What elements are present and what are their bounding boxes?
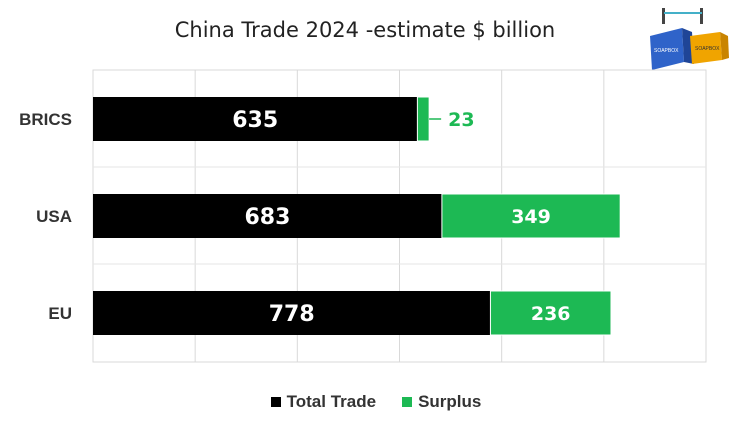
legend-swatch-total-trade <box>270 397 281 407</box>
legend-item-surplus: Surplus <box>402 392 481 412</box>
data-label-surplus-brics: 23 <box>448 109 474 131</box>
logo-crane-mast-right <box>700 8 703 24</box>
data-label-total-trade-eu: 778 <box>269 302 315 327</box>
logo-crane-mast-left <box>662 8 665 24</box>
logo-text-left: SOAPBOX <box>654 48 679 54</box>
bar-surplus-usa <box>441 193 621 239</box>
logo-text-right: SOAPBOX <box>695 46 720 52</box>
logo-container-orange <box>690 32 722 64</box>
data-label-total-trade-brics: 635 <box>232 108 278 133</box>
bar-surplus-brics <box>416 96 430 142</box>
category-label-usa: USA <box>36 207 72 226</box>
chart-title: China Trade 2024 -estimate $ billion <box>174 18 556 42</box>
logo-container-blue <box>650 28 684 70</box>
category-label-eu: EU <box>48 304 72 323</box>
legend-label-total-trade: Total Trade <box>286 392 377 411</box>
bar-total-trade-brics <box>93 97 418 141</box>
data-label-surplus-eu: 236 <box>531 303 571 325</box>
logo-crane-beam <box>664 12 702 14</box>
legend: Total Trade Surplus <box>0 392 752 412</box>
logo-container-orange-side <box>720 32 729 60</box>
legend-swatch-surplus <box>402 397 413 407</box>
bar-surplus-eu <box>489 290 612 336</box>
data-label-surplus-usa: 349 <box>511 206 551 228</box>
bar-total-trade-eu <box>93 291 491 335</box>
logo: SOAPBOX SOAPBOX <box>650 8 729 70</box>
legend-label-surplus: Surplus <box>418 392 482 411</box>
bars: 635 23 683 349 778 236 <box>93 96 621 336</box>
bar-total-trade-usa <box>93 194 442 238</box>
data-label-total-trade-usa: 683 <box>244 205 290 230</box>
legend-item-total-trade: Total Trade <box>270 392 377 412</box>
category-label-brics: BRICS <box>19 110 72 129</box>
category-labels: BRICS USA EU <box>19 110 72 323</box>
